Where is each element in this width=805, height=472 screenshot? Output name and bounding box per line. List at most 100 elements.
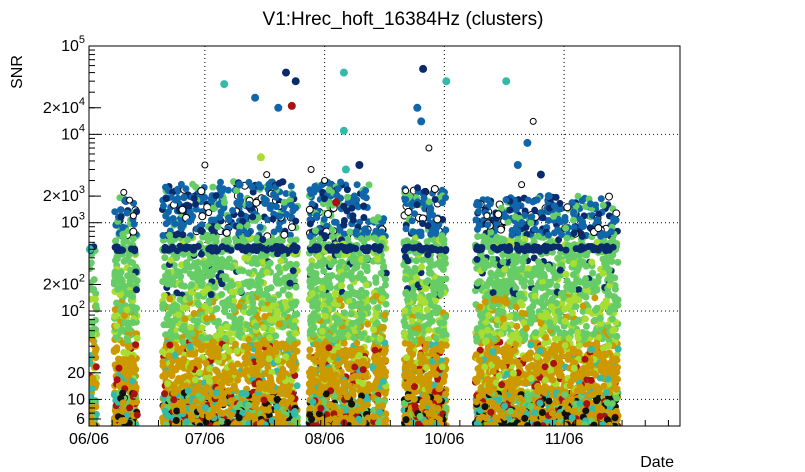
data-point bbox=[408, 370, 416, 378]
data-point bbox=[347, 310, 355, 318]
data-point bbox=[131, 247, 139, 255]
data-point bbox=[356, 293, 364, 301]
data-point bbox=[129, 366, 137, 374]
data-point bbox=[129, 227, 138, 236]
data-point bbox=[159, 278, 167, 285]
data-point bbox=[209, 183, 217, 191]
data-point bbox=[372, 274, 380, 282]
data-point bbox=[434, 327, 442, 334]
data-point bbox=[306, 411, 314, 419]
data-point bbox=[417, 337, 425, 344]
data-point bbox=[169, 243, 176, 251]
data-point bbox=[401, 307, 409, 315]
data-point bbox=[402, 225, 410, 233]
data-point bbox=[202, 314, 210, 322]
data-point bbox=[190, 316, 198, 324]
data-point bbox=[113, 322, 121, 330]
data-point bbox=[436, 384, 444, 392]
data-point bbox=[252, 198, 261, 207]
data-point bbox=[410, 395, 418, 403]
data-point bbox=[180, 327, 188, 335]
data-point bbox=[423, 394, 431, 401]
data-point bbox=[370, 413, 378, 421]
chart-title: V1:Hrec_hoft_16384Hz (clusters) bbox=[263, 9, 544, 30]
data-point bbox=[211, 283, 219, 291]
data-point bbox=[115, 382, 123, 390]
data-point bbox=[427, 230, 435, 238]
data-point bbox=[289, 267, 297, 275]
data-point bbox=[285, 273, 293, 280]
data-point bbox=[111, 243, 119, 251]
data-point bbox=[381, 281, 389, 289]
data-point bbox=[442, 313, 449, 321]
data-point bbox=[161, 254, 169, 262]
data-point bbox=[337, 258, 345, 266]
data-point bbox=[348, 204, 356, 212]
data-point bbox=[308, 290, 316, 298]
data-point bbox=[188, 403, 196, 411]
data-point bbox=[132, 341, 140, 349]
data-point bbox=[275, 320, 283, 328]
data-point bbox=[256, 271, 264, 279]
data-point bbox=[428, 317, 436, 325]
data-point bbox=[233, 347, 241, 355]
data-point bbox=[260, 305, 268, 313]
data-point bbox=[343, 186, 351, 194]
data-point bbox=[232, 340, 239, 348]
data-point bbox=[321, 375, 329, 383]
data-point bbox=[203, 231, 211, 239]
data-point bbox=[261, 406, 269, 414]
data-point bbox=[286, 231, 294, 239]
data-point bbox=[287, 236, 294, 244]
data-point bbox=[129, 293, 137, 301]
data-point bbox=[178, 225, 185, 233]
data-point bbox=[162, 421, 170, 426]
data-point bbox=[402, 275, 409, 283]
data-point bbox=[442, 404, 450, 412]
data-point bbox=[287, 394, 295, 402]
data-point bbox=[346, 228, 354, 236]
data-point bbox=[129, 259, 137, 267]
data-point bbox=[432, 334, 440, 342]
data-point bbox=[212, 192, 220, 200]
data-point bbox=[442, 390, 450, 398]
data-point bbox=[116, 291, 124, 299]
data-point bbox=[423, 306, 431, 314]
data-point bbox=[334, 343, 342, 351]
data-point bbox=[230, 314, 238, 322]
data-point bbox=[243, 230, 251, 238]
data-point bbox=[325, 344, 333, 352]
data-point bbox=[186, 372, 193, 380]
data-point bbox=[292, 204, 300, 212]
data-point bbox=[438, 199, 446, 207]
data-point bbox=[289, 191, 297, 199]
data-point bbox=[159, 372, 167, 380]
data-point bbox=[228, 288, 236, 296]
data-point bbox=[198, 212, 207, 221]
data-point bbox=[408, 217, 416, 225]
data-point bbox=[235, 414, 243, 422]
data-point bbox=[113, 334, 121, 342]
data-point bbox=[287, 260, 294, 268]
data-point bbox=[372, 311, 380, 318]
data-point bbox=[186, 294, 193, 302]
data-point bbox=[208, 216, 215, 224]
data-point bbox=[276, 212, 284, 220]
data-point bbox=[412, 274, 420, 282]
data-point bbox=[334, 315, 342, 323]
data-point bbox=[317, 404, 325, 412]
data-point bbox=[161, 246, 169, 254]
data-point bbox=[198, 324, 206, 332]
data-point bbox=[431, 345, 439, 353]
data-point bbox=[349, 216, 357, 224]
data-point bbox=[415, 420, 422, 426]
data-point bbox=[330, 353, 337, 361]
data-point bbox=[331, 289, 339, 297]
data-point bbox=[89, 259, 95, 267]
data-point bbox=[277, 257, 285, 265]
data-point bbox=[129, 377, 137, 385]
data-point bbox=[377, 269, 385, 277]
data-point bbox=[344, 193, 351, 201]
data-point bbox=[263, 268, 271, 276]
data-point bbox=[312, 227, 319, 235]
